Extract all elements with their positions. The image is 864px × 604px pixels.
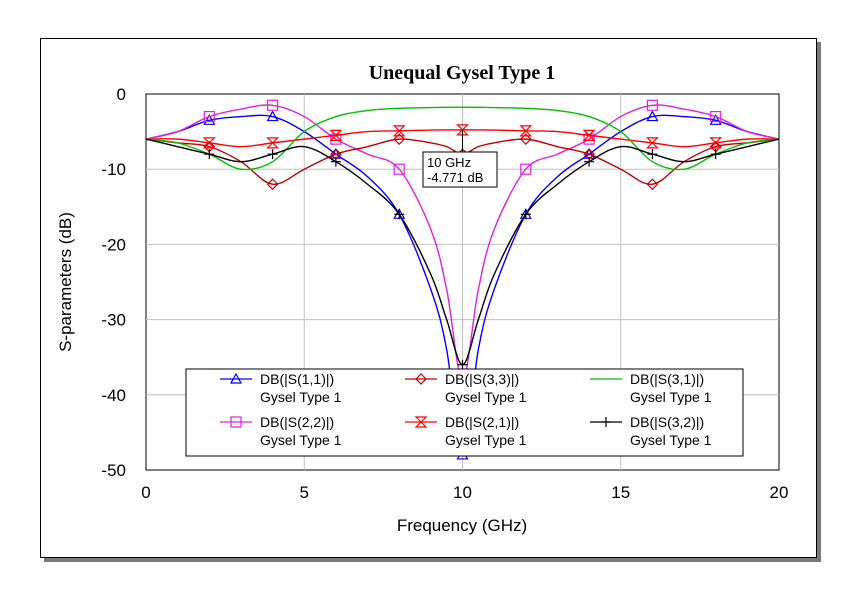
legend-item: DB(|S(3,3)|) Gysel Type 1 <box>405 371 527 405</box>
x-tick-label: 20 <box>770 483 789 502</box>
legend-series-name: DB(|S(1,1)|) <box>260 371 334 387</box>
legend-item: DB(|S(1,1)|) Gysel Type 1 <box>220 371 342 405</box>
y-tick-label: 0 <box>117 85 126 104</box>
data-point-marker <box>266 178 279 191</box>
legend-item: DB(|S(3,2)|) Gysel Type 1 <box>590 414 712 448</box>
data-point-marker <box>330 133 342 145</box>
annotation-frequency: 10 GHz <box>427 155 471 170</box>
data-point-marker <box>646 99 659 111</box>
legend-item: DB(|S(2,1)|) Gysel Type 1 <box>405 414 527 448</box>
data-point-marker <box>203 110 215 123</box>
x-tick-label: 10 <box>453 483 472 502</box>
y-tick-label: -50 <box>101 461 126 480</box>
chart-svg: Unequal Gysel Type 1 0 5 10 15 20 0 -10 -20 -30 -… <box>56 62 789 535</box>
data-point-marker <box>519 133 532 145</box>
chart-frame: Unequal Gysel Type 1 0 5 10 15 20 0 -10 -20 -30 -… <box>40 38 817 558</box>
annotation-value: -4.771 dB <box>427 170 483 185</box>
data-point-marker <box>392 125 406 137</box>
y-tick-label: -40 <box>101 386 126 405</box>
data-point-marker <box>393 133 406 145</box>
data-point-marker <box>267 99 279 111</box>
legend-series-subtitle: Gysel Type 1 <box>630 389 712 405</box>
y-tick-label: -30 <box>101 311 126 330</box>
data-point-marker <box>645 137 659 149</box>
data-point-marker <box>394 209 405 220</box>
x-tick-label: 5 <box>300 483 309 502</box>
legend-series-subtitle: Gysel Type 1 <box>260 432 342 448</box>
data-point-marker <box>710 149 721 160</box>
data-point-marker <box>266 110 279 122</box>
data-point-marker <box>204 149 215 160</box>
data-point-marker <box>583 133 595 145</box>
data-point-marker <box>709 114 722 125</box>
legend-series-name: DB(|S(2,1)|) <box>445 414 519 430</box>
legend-series-name: DB(|S(2,2)|) <box>260 414 334 430</box>
legend: DB(|S(1,1)|) Gysel Type 1 DB(|S(3,3)|) Gyse… <box>185 368 744 457</box>
legend-series-name: DB(|S(3,2)|) <box>630 414 704 430</box>
data-point-marker <box>519 125 533 137</box>
x-axis-label: Frequency (GHz) <box>397 516 527 535</box>
data-point-marker <box>202 137 216 149</box>
data-point-marker <box>456 124 469 136</box>
marker-annotation: 10 GHz -4.771 dB <box>422 129 498 188</box>
legend-series-subtitle: Gysel Type 1 <box>445 389 527 405</box>
data-point-marker <box>266 137 280 149</box>
data-point-marker <box>203 114 216 125</box>
data-point-marker <box>267 149 278 160</box>
data-point-marker <box>582 129 596 141</box>
data-point-marker <box>330 156 341 167</box>
legend-item: DB(|S(3,1)|) Gysel Type 1 <box>590 371 712 405</box>
data-point-marker <box>457 359 468 370</box>
data-point-marker <box>710 110 722 123</box>
legend-series-subtitle: Gysel Type 1 <box>445 432 527 448</box>
data-point-marker <box>647 149 658 160</box>
y-tick-label: -10 <box>101 160 126 179</box>
x-tick-label: 0 <box>141 483 150 502</box>
y-tick-label: -20 <box>101 235 126 254</box>
data-point-marker <box>393 163 405 175</box>
data-point-marker <box>584 156 595 167</box>
data-point-marker <box>520 163 532 175</box>
y-axis-label: S-parameters (dB) <box>56 212 75 352</box>
x-tick-label: 15 <box>611 483 630 502</box>
chart-title: Unequal Gysel Type 1 <box>369 62 556 84</box>
legend-series-subtitle: Gysel Type 1 <box>630 432 712 448</box>
data-point-marker <box>520 209 531 220</box>
legend-series-subtitle: Gysel Type 1 <box>260 389 342 405</box>
series-line <box>145 106 780 171</box>
data-point-marker <box>646 110 659 122</box>
data-point-marker <box>646 178 659 191</box>
data-point-marker <box>329 129 343 141</box>
legend-series-name: DB(|S(3,1)|) <box>630 371 704 387</box>
legend-item: DB(|S(2,2)|) Gysel Type 1 <box>220 414 342 448</box>
data-point-marker <box>709 137 723 149</box>
legend-series-name: DB(|S(3,3)|) <box>445 371 519 387</box>
